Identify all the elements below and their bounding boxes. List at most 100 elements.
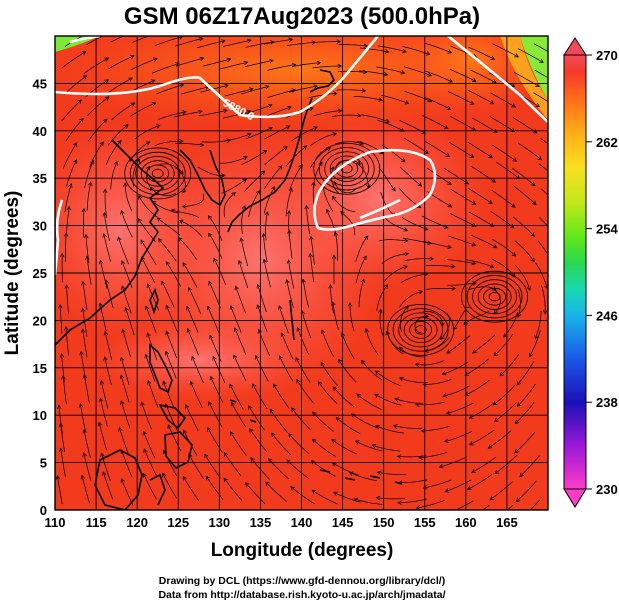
streamline	[88, 119, 108, 142]
streamline	[145, 306, 157, 334]
streamline-arrowhead	[418, 290, 424, 295]
streamline	[455, 500, 474, 510]
streamline	[296, 379, 314, 404]
chart-title: GSM 06Z17Aug2023 (500.0hPa)	[124, 3, 480, 30]
streamline-arrowhead	[167, 424, 172, 429]
streamline	[119, 427, 130, 455]
streamline	[332, 462, 359, 476]
streamline-arrowhead	[520, 517, 524, 521]
streamline	[161, 281, 175, 308]
streamline	[467, 187, 493, 204]
streamline	[355, 255, 367, 283]
streamline	[265, 481, 287, 502]
streamline-arrowhead	[285, 125, 291, 130]
streamline-arrowhead	[161, 280, 166, 286]
streamline	[83, 374, 90, 404]
streamline	[245, 41, 274, 48]
streamline-arrowhead	[189, 380, 194, 386]
streamline	[157, 163, 184, 175]
streamline-arrowhead	[230, 431, 234, 436]
streamline-arrowhead	[271, 185, 276, 191]
x-tick-label: 125	[167, 515, 189, 530]
streamline-arrowhead	[287, 229, 292, 234]
streamline-arrowhead	[81, 280, 86, 286]
streamline	[535, 262, 548, 289]
streamline	[281, 332, 294, 360]
streamline-arrowhead	[364, 327, 369, 333]
streamline-arrowhead	[121, 260, 126, 265]
streamline	[517, 383, 536, 407]
vortex-ring	[129, 151, 186, 196]
streamline	[320, 362, 338, 387]
plot-frame	[54, 35, 549, 511]
streamline-arrowhead	[311, 489, 317, 494]
streamline-arrowhead	[273, 383, 278, 389]
streamline-arrowhead	[464, 371, 470, 376]
streamline	[448, 141, 474, 158]
streamline	[86, 36, 104, 46]
colorbar-tick-label: 238	[596, 395, 618, 410]
coast-luzon	[149, 343, 173, 394]
streamline-arrowhead	[375, 370, 380, 375]
streamline-arrowhead	[270, 40, 275, 45]
streamline-arrowhead	[447, 180, 452, 185]
streamline	[285, 188, 293, 217]
streamline	[423, 241, 452, 249]
streamline	[279, 355, 294, 382]
streamline	[87, 96, 110, 117]
streamline-arrowhead	[212, 356, 217, 361]
streamline	[222, 110, 251, 119]
streamline-arrowhead	[79, 117, 84, 123]
streamline	[334, 232, 338, 261]
streamline-arrowhead	[146, 283, 151, 289]
streamline-arrowhead	[223, 451, 228, 457]
streamline-arrowhead	[208, 401, 213, 406]
coast-visayas	[158, 403, 187, 430]
streamline-arrowhead	[556, 81, 560, 84]
streamline-arrowhead	[397, 500, 402, 505]
streamline-arrowhead	[418, 455, 423, 460]
streamline	[295, 357, 311, 383]
streamline-arrowhead	[396, 454, 402, 459]
streamline	[241, 150, 267, 165]
streamline	[104, 356, 112, 386]
streamline-arrowhead	[451, 264, 456, 269]
streamline	[138, 195, 158, 218]
streamline-arrowhead	[514, 448, 519, 454]
streamline	[219, 61, 248, 70]
streamline	[158, 111, 187, 120]
streamline-arrowhead	[204, 453, 209, 459]
x-tick-label: 140	[291, 515, 313, 530]
y-tick-label: 5	[40, 456, 47, 471]
streamline	[288, 260, 295, 289]
streamline	[98, 422, 108, 451]
streamline	[481, 505, 490, 510]
streamline	[103, 212, 111, 242]
streamline-arrowhead	[140, 401, 145, 406]
streamline-arrowhead	[491, 286, 497, 291]
streamline-arrowhead	[113, 160, 118, 166]
streamline-arrowhead	[528, 352, 533, 358]
streamline-arrowhead	[102, 471, 107, 476]
streamline	[404, 258, 434, 262]
streamline-arrowhead	[59, 352, 65, 358]
streamline-arrowhead	[353, 497, 359, 502]
streamline-arrowhead	[472, 349, 477, 354]
streamline	[104, 189, 108, 218]
streamline-arrowhead	[170, 208, 176, 213]
streamline	[506, 505, 514, 510]
streamline-arrowhead	[104, 96, 110, 101]
streamline-arrowhead	[156, 217, 162, 222]
streamline-arrowhead	[469, 100, 475, 105]
streamline-arrowhead	[472, 281, 477, 286]
streamline	[263, 259, 271, 288]
colorbar-tick-label: 230	[596, 482, 618, 497]
streamline	[83, 429, 91, 458]
streamline-arrowhead	[490, 55, 496, 60]
streamline	[196, 40, 225, 49]
vortex-ring	[466, 275, 523, 319]
streamline-arrowhead	[122, 182, 128, 187]
streamline	[257, 304, 268, 333]
streamline-arrowhead	[61, 374, 66, 380]
